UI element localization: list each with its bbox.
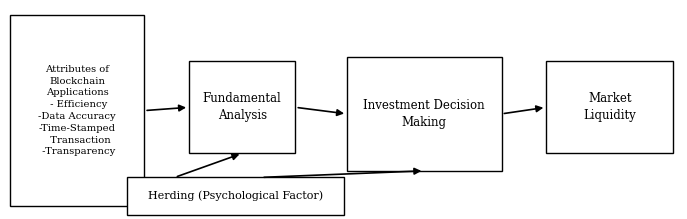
Bar [189, 61, 295, 153]
Bar [10, 15, 144, 206]
Text: Investment Decision
Making: Investment Decision Making [363, 99, 485, 129]
Text: Attributes of
Blockchain
Applications
 - Efficiency
-Data Accuracy
-Time-Stamped: Attributes of Blockchain Applications - … [38, 65, 116, 156]
Bar [347, 57, 502, 171]
Bar [546, 61, 673, 153]
Bar [127, 177, 344, 215]
Text: Market
Liquidity: Market Liquidity [583, 92, 636, 122]
Text: Herding (Psychological Factor): Herding (Psychological Factor) [148, 191, 323, 201]
Text: Fundamental
Analysis: Fundamental Analysis [203, 92, 282, 122]
